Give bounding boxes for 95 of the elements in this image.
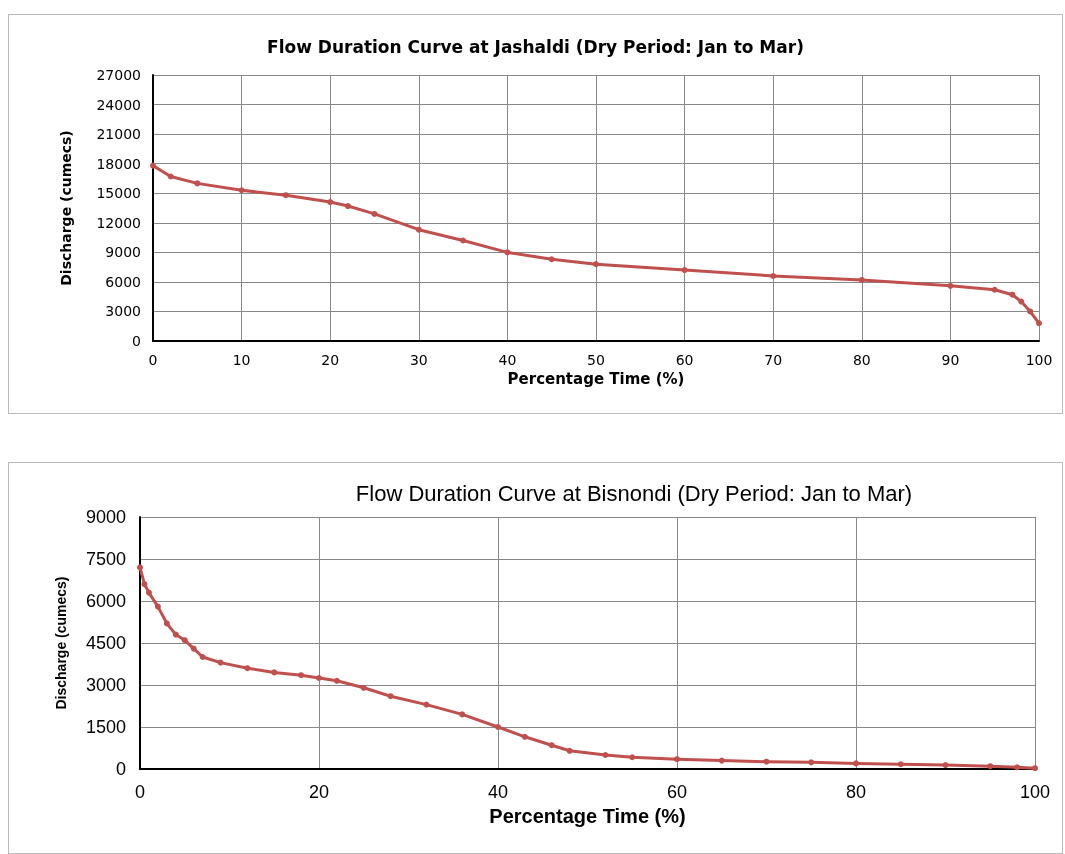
point — [548, 256, 555, 263]
y-tick-label: 27000 — [96, 67, 141, 83]
x-tick-label: 60 — [675, 352, 694, 368]
point — [190, 645, 197, 652]
point — [199, 654, 206, 660]
y-tick-label: 3000 — [105, 303, 141, 320]
point — [217, 659, 224, 666]
point — [327, 199, 334, 206]
point — [1009, 291, 1016, 298]
x-tick-label: 20 — [308, 782, 330, 802]
point — [504, 249, 511, 256]
y-tick-label: 0 — [132, 333, 141, 349]
point — [602, 752, 609, 758]
y-tick-label: 18000 — [96, 155, 141, 172]
y-tick-label: 6000 — [105, 273, 141, 290]
y-tick-label: 24000 — [96, 96, 141, 113]
point — [858, 276, 865, 283]
chart-title: Flow Duration Curve at Bisnondi (Dry Period: Jan to Mar) — [355, 480, 913, 506]
y-tick-label: 0 — [115, 759, 126, 779]
y-tick-label: 6000 — [85, 591, 126, 611]
point — [316, 675, 322, 681]
point — [521, 733, 528, 740]
y-tick-label: 7500 — [85, 549, 126, 569]
x-tick-label: 10 — [232, 352, 251, 368]
point — [681, 267, 688, 274]
point — [423, 701, 430, 708]
y-axis-title: Discharge (cumecs) — [53, 576, 69, 710]
point — [150, 162, 156, 169]
point — [244, 665, 251, 672]
point — [947, 282, 954, 289]
x-tick-label: 40 — [498, 352, 517, 368]
point — [808, 759, 815, 766]
x-tick-label: 40 — [487, 782, 509, 802]
point — [1036, 320, 1042, 327]
point — [333, 677, 340, 684]
point — [154, 603, 161, 610]
y-tick-label: 21000 — [96, 126, 141, 143]
x-tick-label: 0 — [148, 352, 158, 368]
point — [194, 180, 201, 187]
point — [145, 589, 152, 596]
point — [495, 724, 501, 730]
x-axis-title: Percentage Time (%) — [507, 370, 685, 389]
x-tick-label: 100 — [1025, 352, 1053, 368]
point — [987, 763, 994, 770]
x-tick-label: 50 — [587, 352, 605, 368]
point — [298, 672, 305, 679]
point — [566, 747, 573, 754]
y-tick-label: 9000 — [105, 244, 141, 261]
x-tick-label: 100 — [1019, 782, 1051, 802]
point — [991, 286, 998, 293]
x-tick-label: 70 — [764, 352, 783, 368]
point — [593, 261, 599, 268]
point — [415, 226, 422, 233]
x-tick-label: 30 — [409, 352, 428, 368]
point — [271, 669, 278, 676]
x-tick-label: 80 — [845, 782, 867, 802]
point — [942, 762, 949, 769]
y-tick-label: 12000 — [96, 214, 141, 231]
point — [1014, 764, 1021, 771]
y-tick-label: 4500 — [85, 633, 126, 653]
point — [629, 754, 636, 761]
point — [137, 564, 143, 571]
point — [1032, 765, 1038, 772]
point — [238, 187, 245, 194]
point — [853, 760, 859, 767]
point — [1018, 298, 1025, 305]
point — [163, 620, 170, 627]
point — [387, 693, 394, 700]
point — [460, 237, 467, 244]
y-tick-label: 1500 — [85, 717, 126, 737]
y-tick-label: 15000 — [96, 185, 141, 202]
point — [897, 761, 904, 768]
point — [770, 272, 777, 279]
point — [141, 581, 148, 588]
point — [181, 637, 188, 644]
y-axis-title: Discharge (cumecs) — [58, 130, 74, 286]
point — [718, 757, 725, 764]
point — [763, 758, 770, 765]
point — [674, 756, 680, 763]
point — [1027, 308, 1034, 315]
x-axis-title: Percentage Time (%) — [489, 804, 686, 827]
y-tick-label: 9000 — [85, 507, 126, 527]
x-tick-label: 20 — [321, 352, 340, 368]
y-tick-label: 3000 — [85, 675, 126, 695]
point — [459, 711, 466, 718]
x-tick-label: 80 — [852, 352, 871, 368]
x-tick-label: 90 — [941, 352, 960, 368]
x-tick-label: 60 — [666, 782, 688, 802]
point — [282, 192, 289, 199]
point — [371, 210, 378, 217]
point — [360, 684, 367, 691]
point — [344, 203, 351, 210]
point — [172, 631, 179, 638]
chart-title: Flow Duration Curve at Jashaldi (Dry Period: Jan to Mar) — [267, 36, 804, 57]
point — [548, 742, 555, 749]
